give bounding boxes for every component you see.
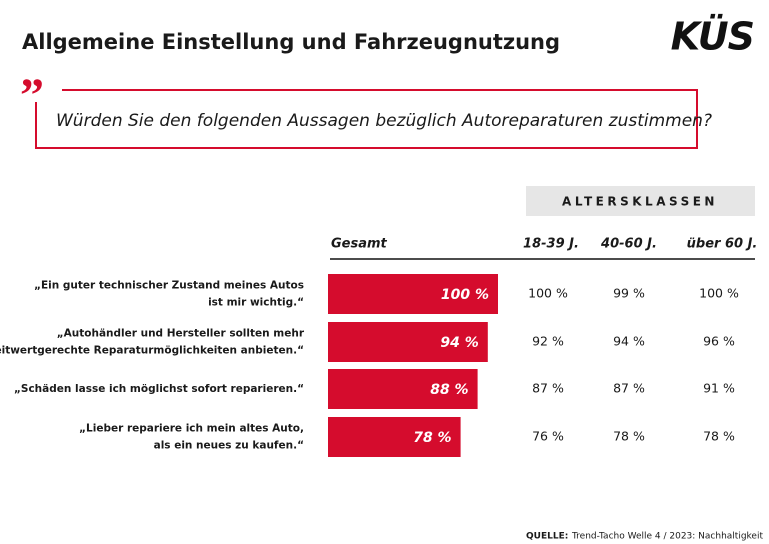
age-header-box	[526, 186, 755, 216]
bar	[328, 417, 461, 457]
table-value: 92 %	[532, 334, 564, 349]
table-value: 99 %	[613, 286, 645, 301]
table-value: 76 %	[532, 429, 564, 444]
age-header: ALTERSKLASSEN	[562, 195, 718, 209]
table-value: 96 %	[703, 334, 735, 349]
table-value: 100 %	[528, 286, 568, 301]
column-header: über 60 J.	[687, 237, 758, 252]
quote-mark: ”	[20, 69, 44, 122]
column-header: 18-39 J.	[523, 237, 579, 252]
logo: KÜS	[671, 15, 754, 59]
bar	[328, 322, 488, 362]
bar-value-label: 94 %	[440, 335, 478, 351]
source-label: QUELLE:	[526, 532, 568, 542]
bar-value-label: 88 %	[430, 382, 468, 398]
bar-value-label: 100 %	[441, 287, 489, 303]
category-label: als ein neues zu kaufen.“	[154, 440, 304, 452]
chart-title: Allgemeine Einstellung und Fahrzeugnutzu…	[22, 30, 560, 54]
category-label: „Schäden lasse ich möglichst sofort repa…	[14, 383, 304, 395]
bar	[328, 274, 498, 314]
table-value: 100 %	[699, 286, 739, 301]
category-label: zeitwertgerechte Reparaturmöglichkeiten …	[0, 345, 304, 357]
category-label: ist mir wichtig.“	[208, 297, 304, 309]
table-value: 78 %	[703, 429, 735, 444]
category-label: „Ein guter technischer Zustand meines Au…	[34, 280, 304, 292]
table-value: 94 %	[613, 334, 645, 349]
source: Trend-Tacho Welle 4 / 2023: Nachhaltigke…	[571, 532, 763, 542]
bar-value-label: 78 %	[413, 430, 451, 446]
bar	[328, 369, 478, 409]
question: Würden Sie den folgenden Aussagen bezügl…	[56, 111, 712, 131]
question-box	[35, 89, 698, 149]
series-header: Gesamt	[331, 237, 388, 252]
table-value: 78 %	[613, 429, 645, 444]
column-header: 40-60 J.	[600, 237, 657, 252]
table-value: 87 %	[613, 381, 645, 396]
category-label: „Autohändler und Hersteller sollten mehr	[57, 328, 305, 340]
category-label: „Lieber repariere ich mein altes Auto,	[79, 423, 304, 435]
table-value: 91 %	[703, 381, 735, 396]
table-value: 87 %	[532, 381, 564, 396]
